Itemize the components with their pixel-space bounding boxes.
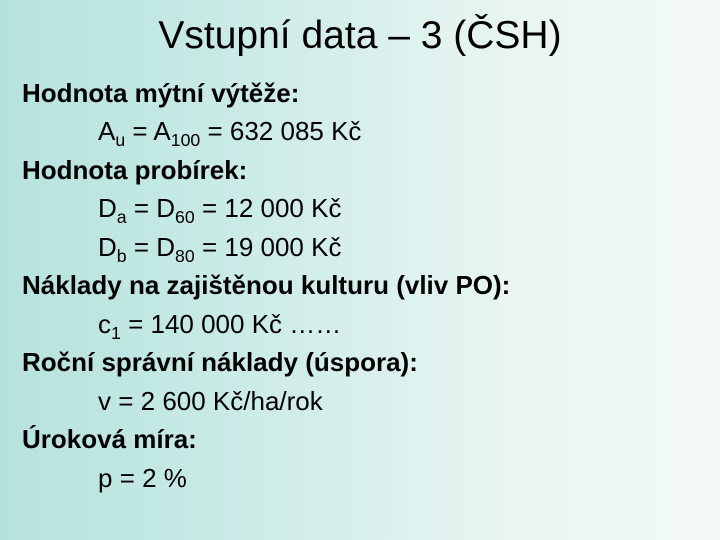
eq-base: D xyxy=(156,232,175,262)
section-heading: Hodnota probírek: xyxy=(22,151,698,189)
eq-base: D xyxy=(156,193,175,223)
data-line: c1 = 140 000 Kč …… xyxy=(22,305,698,343)
slide-content: Hodnota mýtní výtěže: Au = A100 = 632 08… xyxy=(22,74,698,497)
section-heading: Úroková míra: xyxy=(22,420,698,458)
section-heading: Roční správní náklady (úspora): xyxy=(22,343,698,381)
data-line: Db = D80 = 19 000 Kč xyxy=(22,228,698,266)
value: 12 000 Kč xyxy=(224,193,341,223)
var-base: c xyxy=(98,309,111,339)
var-base: D xyxy=(98,193,117,223)
var-base: v xyxy=(98,386,111,416)
eq-base: A xyxy=(153,116,170,146)
value: 632 085 Kč xyxy=(230,116,362,146)
eq-sub: 60 xyxy=(175,208,195,228)
data-line: v = 2 600 Kč/ha/rok xyxy=(22,382,698,420)
value: 2 600 Kč/ha/rok xyxy=(141,386,323,416)
var-sub: u xyxy=(115,131,125,151)
slide-title: Vstupní data – 3 (ČSH) xyxy=(22,14,698,58)
slide: Vstupní data – 3 (ČSH) Hodnota mýtní výt… xyxy=(0,0,720,540)
value: 19 000 Kč xyxy=(224,232,341,262)
data-line: Da = D60 = 12 000 Kč xyxy=(22,189,698,227)
section-heading: Hodnota mýtní výtěže: xyxy=(22,74,698,112)
var-sub: 1 xyxy=(111,323,121,343)
var-sub: b xyxy=(117,246,127,266)
var-base: D xyxy=(98,232,117,262)
value: 2 % xyxy=(142,463,187,493)
var-sub: a xyxy=(117,208,127,228)
data-line: Au = A100 = 632 085 Kč xyxy=(22,112,698,150)
value: 140 000 Kč …… xyxy=(150,309,341,339)
section-heading: Náklady na zajištěnou kulturu (vliv PO): xyxy=(22,266,698,304)
data-line: p = 2 % xyxy=(22,459,698,497)
var-base: p xyxy=(98,463,112,493)
eq-sub: 80 xyxy=(175,246,195,266)
var-base: A xyxy=(98,116,115,146)
eq-sub: 100 xyxy=(171,131,201,151)
